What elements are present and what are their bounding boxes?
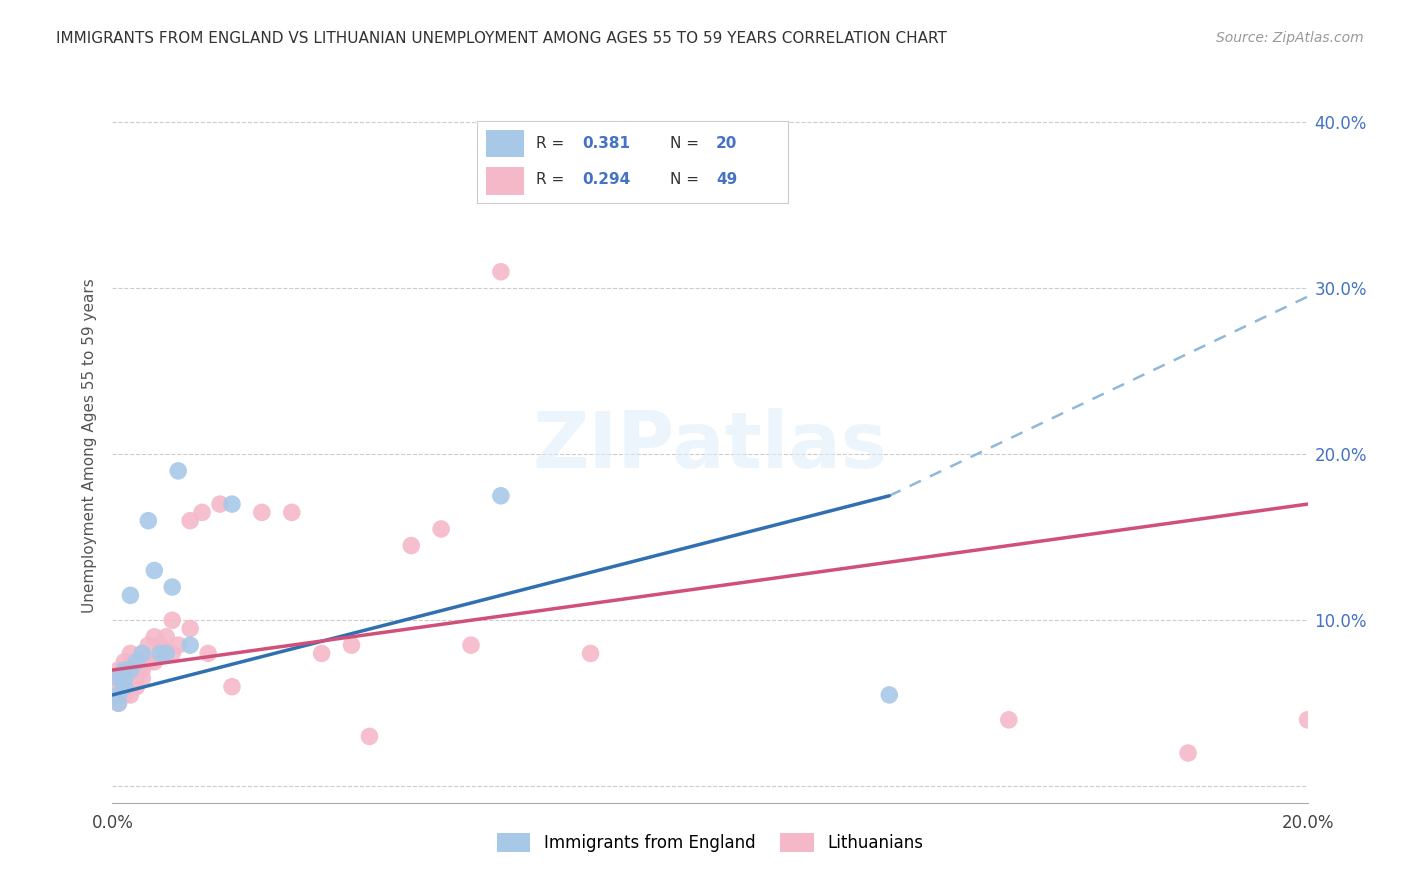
Point — [149, 647, 172, 661]
Point — [131, 647, 153, 661]
Point — [114, 671, 135, 685]
Point — [114, 688, 135, 702]
Point — [120, 680, 142, 694]
Point — [179, 514, 201, 528]
Point — [107, 696, 129, 710]
Point — [131, 671, 153, 685]
Point — [359, 730, 381, 744]
Point — [107, 688, 129, 702]
Point — [120, 588, 142, 602]
Point — [489, 489, 512, 503]
Point — [125, 663, 148, 677]
Point — [107, 688, 129, 702]
Point — [107, 663, 129, 677]
Point — [250, 505, 273, 519]
Point — [120, 671, 142, 685]
Point — [579, 647, 602, 661]
Point — [114, 655, 135, 669]
Point — [138, 655, 160, 669]
Point — [107, 671, 129, 685]
Point — [998, 713, 1021, 727]
Point — [120, 647, 142, 661]
Point — [162, 613, 183, 627]
Point — [155, 647, 177, 661]
Point — [114, 680, 135, 694]
Point — [125, 655, 148, 669]
Point — [162, 647, 183, 661]
Point — [179, 638, 201, 652]
Point — [114, 663, 135, 677]
Point — [125, 680, 148, 694]
Point — [401, 539, 423, 553]
Point — [1296, 713, 1319, 727]
Point — [340, 638, 363, 652]
Text: ZIPatlas: ZIPatlas — [533, 408, 887, 484]
Point — [209, 497, 232, 511]
Point — [107, 696, 129, 710]
Point — [179, 622, 201, 636]
Point — [143, 564, 166, 578]
Point — [281, 505, 304, 519]
Point — [489, 265, 512, 279]
Point — [155, 630, 177, 644]
Point — [138, 638, 160, 652]
Point — [125, 655, 148, 669]
Point — [138, 514, 160, 528]
Point — [107, 680, 129, 694]
Point — [143, 630, 166, 644]
Point — [311, 647, 333, 661]
Point — [143, 655, 166, 669]
Y-axis label: Unemployment Among Ages 55 to 59 years: Unemployment Among Ages 55 to 59 years — [82, 278, 97, 614]
Point — [879, 688, 901, 702]
Point — [149, 638, 172, 652]
Text: IMMIGRANTS FROM ENGLAND VS LITHUANIAN UNEMPLOYMENT AMONG AGES 55 TO 59 YEARS COR: IMMIGRANTS FROM ENGLAND VS LITHUANIAN UN… — [56, 31, 948, 46]
Point — [1177, 746, 1199, 760]
Point — [114, 671, 135, 685]
Legend: Immigrants from England, Lithuanians: Immigrants from England, Lithuanians — [491, 826, 929, 859]
Point — [125, 671, 148, 685]
Point — [221, 680, 243, 694]
Text: Source: ZipAtlas.com: Source: ZipAtlas.com — [1216, 31, 1364, 45]
Point — [191, 505, 214, 519]
Point — [430, 522, 453, 536]
Point — [120, 663, 142, 677]
Point — [460, 638, 482, 652]
Point — [167, 638, 190, 652]
Point — [197, 647, 219, 661]
Point — [131, 663, 153, 677]
Point — [114, 663, 135, 677]
Point — [131, 647, 153, 661]
Point — [114, 680, 135, 694]
Point — [221, 497, 243, 511]
Point — [162, 580, 183, 594]
Point — [107, 671, 129, 685]
Point — [120, 688, 142, 702]
Point — [167, 464, 190, 478]
